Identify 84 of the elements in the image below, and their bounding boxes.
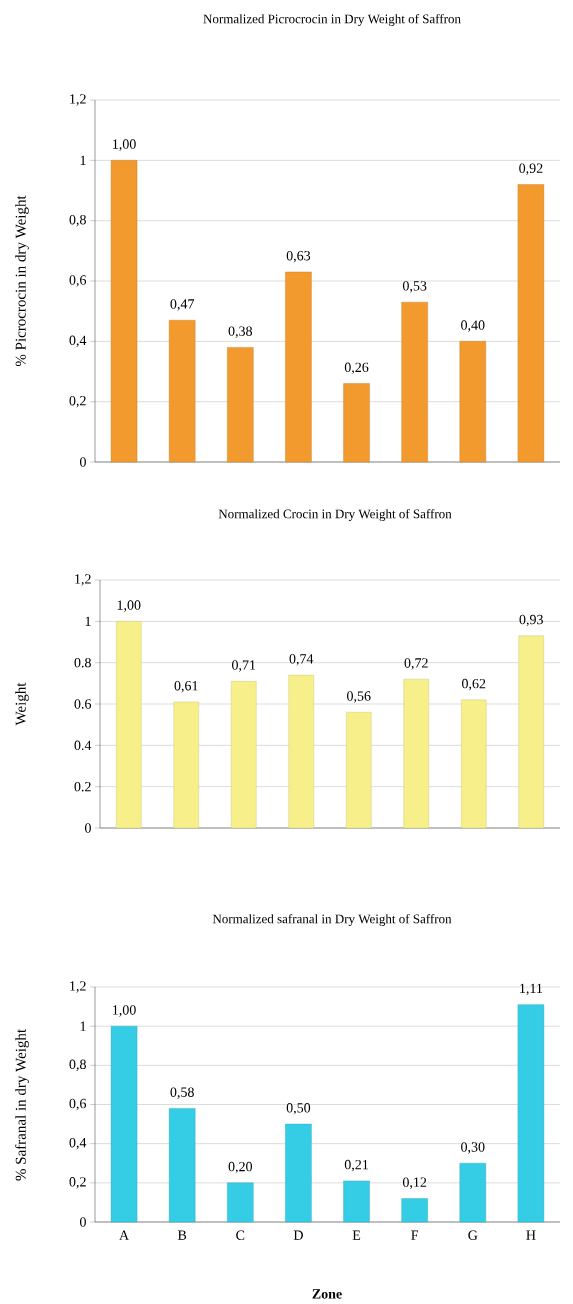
y-tick-label: 0,6	[69, 275, 87, 287]
data-label: 0,30	[461, 1142, 485, 1154]
chart-title: Normalized safranal in Dry Weight of Saffron	[212, 914, 452, 926]
bar	[285, 271, 312, 463]
y-tick-label: 0	[85, 823, 91, 833]
y-tick-label: 0,8	[69, 1059, 86, 1072]
y-tick-label: 0	[80, 457, 86, 467]
y-tick-label: 1	[80, 1021, 86, 1031]
y-tick-label: 0.2	[74, 781, 91, 792]
bar	[401, 1198, 428, 1223]
y-axis-title: % Safranal in dry Weight	[15, 1029, 29, 1181]
bar	[517, 1004, 545, 1223]
bar	[459, 341, 486, 463]
bar	[110, 1025, 138, 1223]
bar	[110, 160, 138, 463]
bar	[403, 679, 429, 829]
bar	[461, 699, 487, 829]
bar	[343, 1180, 370, 1223]
data-label: 0,93	[519, 614, 543, 627]
data-label: 0,71	[232, 660, 256, 672]
data-label: 0,38	[228, 326, 253, 338]
data-label: 0,72	[404, 658, 428, 670]
y-tick-label: 0.4	[74, 740, 92, 751]
bar	[401, 301, 428, 463]
x-axis-title: Zone	[312, 1289, 342, 1299]
y-tick-label: 0,2	[69, 1177, 86, 1189]
data-label: 0,62	[462, 678, 486, 691]
x-tick-label: E	[352, 1230, 361, 1240]
y-tick-label: 0,6	[69, 1098, 87, 1111]
y-tick-label: 0	[80, 1217, 86, 1227]
chart-title: Normalized Picrocrocin in Dry Weight of Saffron	[203, 14, 461, 26]
data-label: 0,12	[402, 1177, 427, 1189]
bar	[517, 184, 545, 463]
y-tick-label: 0,2	[69, 395, 86, 408]
bar	[227, 347, 254, 463]
data-label: 0,26	[344, 362, 369, 375]
bar	[285, 1123, 312, 1223]
data-label: 0,63	[286, 250, 311, 263]
bar	[168, 1108, 196, 1223]
data-label: 0,61	[174, 680, 198, 693]
x-tick-label: B	[177, 1230, 187, 1240]
data-label: 1,00	[113, 1005, 136, 1017]
data-label: 0,20	[228, 1161, 253, 1174]
data-label: 0,40	[461, 320, 485, 332]
x-tick-label: A	[119, 1230, 130, 1240]
x-tick-label: H	[526, 1230, 536, 1240]
y-tick-label: 0.6	[74, 699, 92, 709]
y-tick-label: 0,8	[69, 214, 86, 227]
y-tick-label: 0,4	[69, 1137, 87, 1150]
data-label: 0,58	[170, 1087, 194, 1099]
data-label: 1,00	[117, 600, 141, 612]
x-tick-label: C	[236, 1230, 245, 1240]
y-tick-label: 0,4	[69, 335, 87, 348]
bar	[116, 621, 142, 829]
bar	[288, 674, 314, 829]
data-label: 1,00	[113, 139, 136, 151]
y-tick-label: 1,2	[75, 574, 91, 586]
y-tick-label: 1	[80, 155, 86, 165]
x-tick-label: D	[293, 1230, 303, 1240]
chart-title: Normalized Crocin in Dry Weight of Saffron	[218, 509, 452, 521]
y-tick-label: 0.8	[74, 657, 91, 668]
data-label: 0,56	[347, 691, 371, 703]
y-tick-label: 1	[85, 616, 91, 626]
data-label: 0,50	[286, 1103, 311, 1115]
bar	[227, 1182, 254, 1223]
y-axis-title: Weight	[15, 682, 29, 726]
bar	[168, 320, 196, 463]
bar	[346, 712, 372, 829]
data-label: 0,53	[402, 281, 427, 293]
y-axis-title: % Picrocrocin in dry Weight	[15, 195, 29, 367]
data-label: 0,21	[344, 1159, 368, 1172]
data-label: 0,74	[289, 654, 314, 666]
bar	[343, 383, 370, 463]
y-tick-label: 1,2	[70, 981, 86, 993]
bar	[231, 681, 257, 829]
x-tick-label: F	[411, 1230, 419, 1240]
bar	[459, 1163, 486, 1223]
data-label: 0,47	[170, 299, 195, 311]
data-label: 1,11	[520, 983, 543, 996]
bar	[173, 701, 199, 829]
bar	[518, 635, 544, 829]
data-label: 0,92	[519, 163, 543, 175]
y-tick-label: 1,2	[70, 94, 86, 106]
x-tick-label: G	[468, 1230, 478, 1240]
